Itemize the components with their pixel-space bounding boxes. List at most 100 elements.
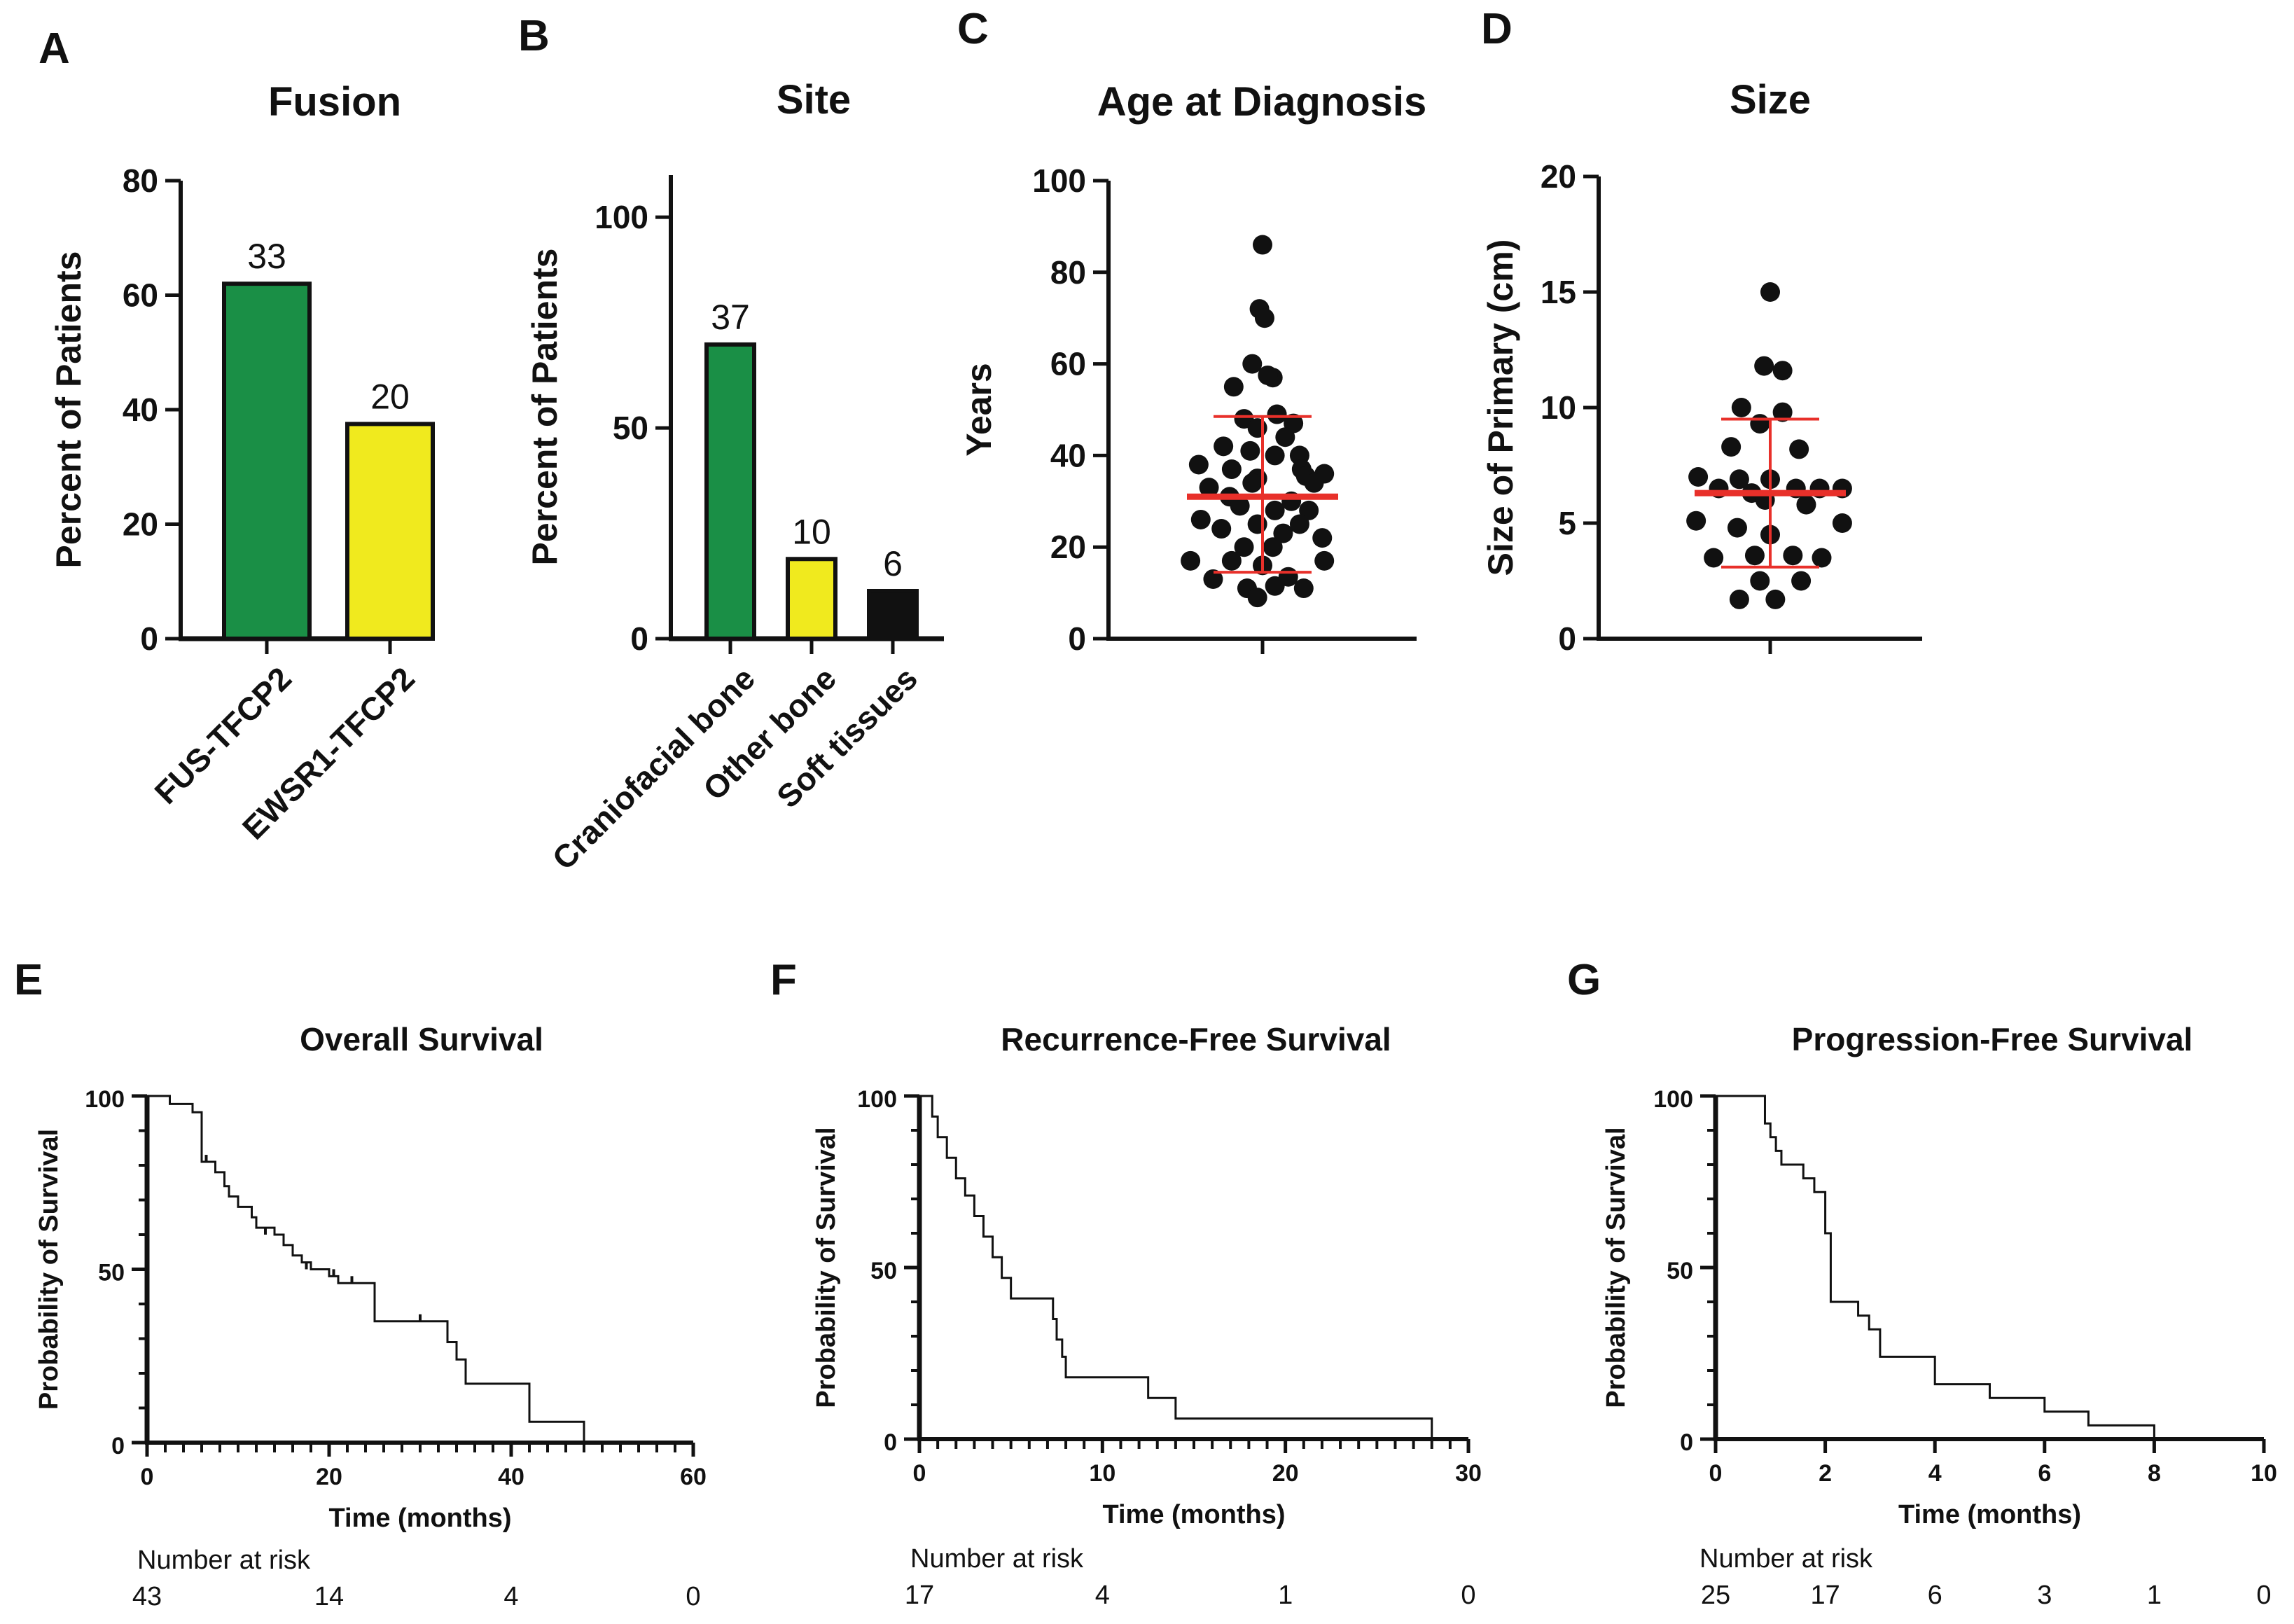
data-point: [1188, 454, 1209, 475]
data-point: [1704, 548, 1724, 568]
data-point: [1221, 459, 1242, 480]
data-point: [1240, 440, 1260, 461]
x-tick-label: 30: [1455, 1460, 1482, 1487]
data-point: [1265, 500, 1285, 520]
y-tick-label: 60: [1050, 346, 1086, 382]
number-at-risk-value: 14: [314, 1582, 344, 1611]
panel-letter-G: G: [1567, 956, 1601, 1004]
data-point: [1253, 235, 1272, 255]
data-point: [1729, 469, 1749, 490]
y-tick-label: 20: [123, 506, 158, 543]
data-point: [1267, 404, 1287, 424]
data-point: [1765, 589, 1786, 609]
chart-title-C: Age at Diagnosis: [1097, 79, 1427, 125]
x-tick-label: 40: [498, 1464, 524, 1490]
chart-title-F: Recurrence-Free Survival: [1001, 1021, 1391, 1057]
y-tick-label: 5: [1558, 505, 1576, 541]
number-at-risk-value: 4: [1095, 1581, 1110, 1610]
panel-letter-E: E: [14, 956, 43, 1004]
y-axis-label: Percent of Patients: [525, 249, 564, 566]
chart-title-B: Site: [777, 77, 851, 123]
data-point: [1199, 478, 1219, 498]
x-tick-label: 2: [1819, 1460, 1832, 1487]
data-point: [1230, 496, 1250, 516]
data-point: [1254, 308, 1274, 328]
y-tick-label: 100: [857, 1086, 897, 1113]
chart-title-A: Fusion: [268, 79, 401, 125]
x-axis-label: Time (months): [328, 1504, 511, 1533]
number-at-risk-value: 17: [1810, 1581, 1840, 1610]
number-at-risk-value: 3: [2037, 1581, 2052, 1610]
y-axis-label: Probability of Survival: [812, 1127, 841, 1408]
data-point: [1688, 467, 1709, 487]
data-point: [1744, 546, 1765, 566]
y-tick-label: 60: [123, 277, 158, 314]
data-point: [1789, 439, 1809, 459]
panel-letter-B: B: [518, 12, 550, 60]
data-point: [1234, 537, 1254, 557]
number-at-risk-value: 1: [2147, 1581, 2162, 1610]
data-point: [1304, 473, 1324, 493]
data-point: [1273, 523, 1293, 543]
data-point: [1760, 282, 1780, 302]
number-at-risk-value: 0: [686, 1582, 700, 1611]
y-tick-label: 10: [1541, 389, 1576, 426]
scatter-chart-C: 0 20 40 60 80 100 Years: [959, 162, 1417, 657]
y-tick-label: 0: [111, 1433, 125, 1459]
bar-value-label: 10: [792, 512, 831, 551]
y-tick-label: 20: [1541, 158, 1576, 195]
y-tick-label: 40: [1050, 437, 1086, 473]
data-point: [1314, 550, 1335, 571]
y-tick-label: 50: [98, 1260, 125, 1286]
data-point: [1221, 550, 1242, 571]
data-point: [1214, 436, 1234, 457]
x-tick-label: 20: [1272, 1460, 1299, 1487]
y-axis-label: Percent of Patients: [49, 251, 88, 569]
y-tick-label: 50: [1667, 1258, 1693, 1284]
number-at-risk-title: Number at risk: [910, 1544, 1084, 1574]
data-point: [1299, 500, 1319, 520]
data-point: [1242, 354, 1263, 374]
y-tick-label: 100: [1032, 162, 1086, 199]
data-point: [1242, 473, 1263, 493]
y-tick-label: 0: [140, 620, 158, 657]
data-point: [1783, 546, 1803, 566]
bar-1: [704, 342, 756, 641]
number-at-risk-value: 0: [2256, 1581, 2271, 1610]
data-point: [1190, 509, 1211, 529]
y-tick-label: 0: [630, 620, 648, 657]
data-point: [1750, 414, 1770, 434]
bar-1: [222, 282, 312, 641]
x-tick-label: 0: [1709, 1460, 1723, 1487]
data-point: [1181, 550, 1201, 571]
y-axis-label: Probability of Survival: [34, 1129, 64, 1410]
data-point: [1265, 576, 1285, 596]
number-at-risk-value: 1: [1278, 1581, 1293, 1610]
data-point: [1812, 548, 1832, 568]
y-tick-label: 0: [1558, 620, 1576, 657]
number-at-risk-title: Number at risk: [137, 1546, 311, 1575]
x-tick-label: 10: [1089, 1460, 1115, 1487]
number-at-risk-value: 17: [905, 1581, 934, 1610]
chart-title-E: Overall Survival: [300, 1021, 543, 1057]
panel-letter-C: C: [957, 5, 989, 53]
y-tick-label: 20: [1050, 529, 1086, 565]
x-tick-label: 6: [2038, 1460, 2051, 1487]
x-axis-label: Time (months): [1102, 1500, 1285, 1529]
y-tick-label: 80: [1050, 254, 1086, 291]
data-point: [1721, 437, 1742, 457]
data-point: [1796, 494, 1816, 515]
bar-2: [345, 422, 435, 641]
survival-curve: [147, 1095, 585, 1443]
number-at-risk-title: Number at risk: [1699, 1544, 1873, 1574]
chart-title-G: Progression-Free Survival: [1792, 1021, 2193, 1057]
bar-value-label: 37: [711, 298, 750, 337]
y-tick-label: 0: [1068, 620, 1086, 657]
bar-value-label: 6: [883, 544, 903, 583]
y-tick-label: 50: [870, 1258, 897, 1284]
survival-curve: [919, 1095, 1433, 1439]
number-at-risk-value: 0: [1461, 1581, 1475, 1610]
data-point: [1772, 361, 1793, 381]
